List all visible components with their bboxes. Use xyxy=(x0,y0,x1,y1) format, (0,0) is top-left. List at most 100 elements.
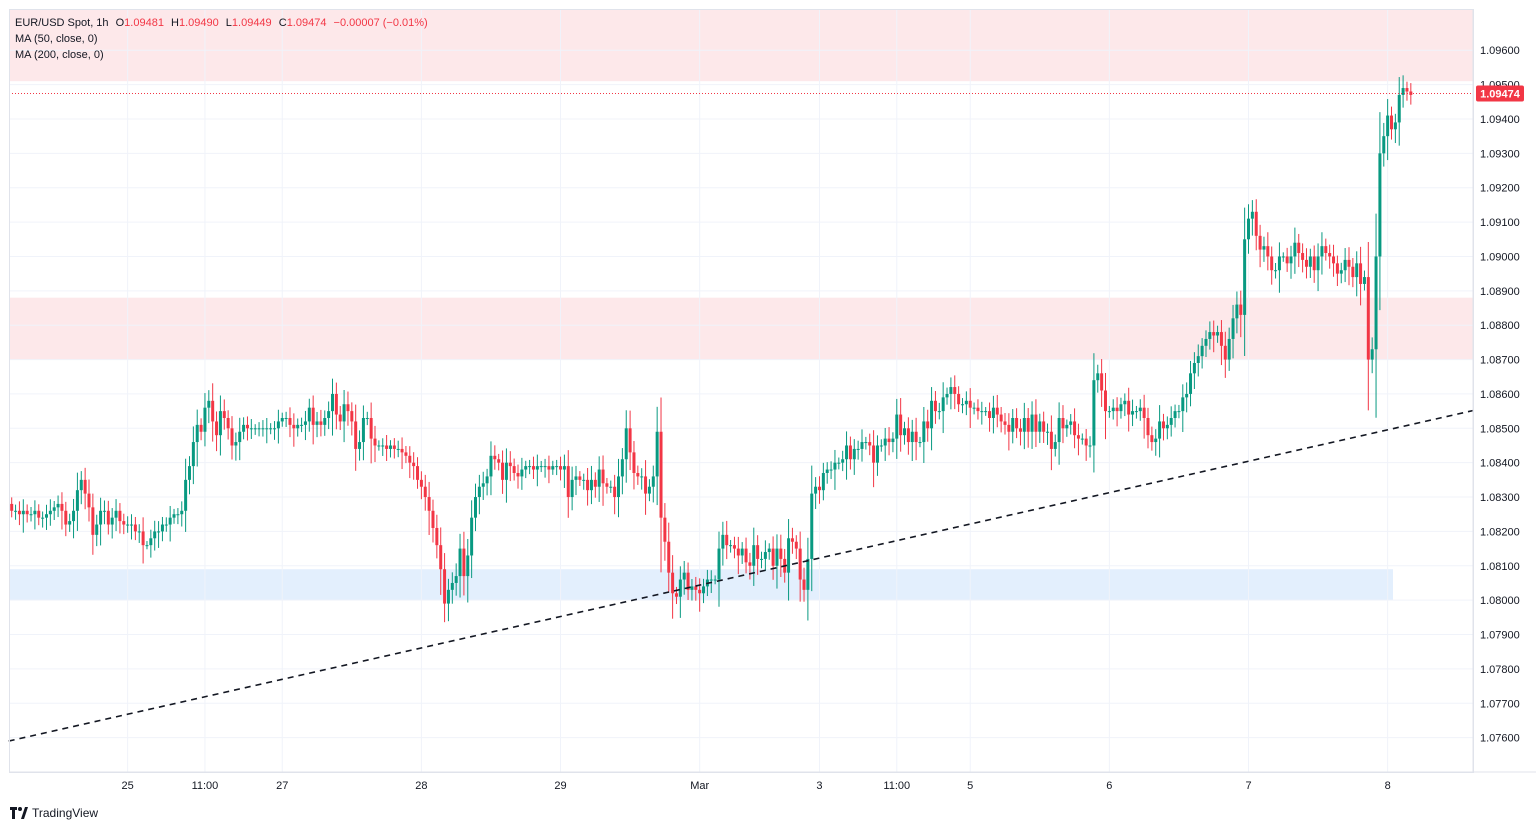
candle-body xyxy=(767,548,771,553)
candle-body xyxy=(1069,421,1073,425)
candle-body xyxy=(292,424,296,429)
candle-body xyxy=(315,421,319,425)
candle-body xyxy=(501,462,505,480)
candle-body xyxy=(1270,256,1274,271)
candle-body xyxy=(821,472,825,491)
candle-body xyxy=(79,479,83,491)
candle-body xyxy=(33,510,37,515)
candle-body xyxy=(760,558,764,560)
candle-body xyxy=(118,510,122,522)
candle-body xyxy=(988,411,992,418)
candle-body xyxy=(1100,373,1104,391)
candle-body xyxy=(1332,256,1336,264)
candle-body xyxy=(976,407,980,412)
candle-body xyxy=(330,393,334,412)
candle-body xyxy=(1084,438,1088,446)
candle-body xyxy=(1165,424,1169,429)
x-tick-label: 11:00 xyxy=(883,780,910,792)
candle-body xyxy=(520,469,524,477)
candle-body xyxy=(122,521,126,525)
candle-body xyxy=(41,517,45,519)
candle-body xyxy=(941,397,945,412)
candle-body xyxy=(485,476,489,484)
y-tick-label: 1.09000 xyxy=(1480,251,1520,263)
candle-body xyxy=(199,424,203,432)
candle-body xyxy=(1200,345,1204,357)
candle-body xyxy=(879,445,883,447)
candle-body xyxy=(141,531,145,546)
x-tick-label: 28 xyxy=(415,780,427,792)
candle-body xyxy=(926,421,930,429)
candle-body xyxy=(787,538,791,573)
candle-body xyxy=(841,459,845,463)
candle-body xyxy=(868,442,872,446)
candle-body xyxy=(949,387,953,394)
candle-body xyxy=(354,421,358,449)
candle-body xyxy=(412,462,416,467)
candle-body xyxy=(493,455,497,460)
candle-body xyxy=(504,462,508,480)
candle-body xyxy=(910,431,914,443)
candle-body xyxy=(1343,259,1347,271)
candle-body xyxy=(937,411,941,413)
candle-body xyxy=(1308,256,1312,267)
legend-ohlc-row: EUR/USD Spot, 1h O1.09481 H1.09490 L1.09… xyxy=(15,15,428,31)
legend-symbol[interactable]: EUR/USD Spot, 1h xyxy=(15,17,109,29)
candle-body xyxy=(1204,338,1208,346)
candle-body xyxy=(276,421,280,429)
x-tick-label: 11:00 xyxy=(192,780,219,792)
candle-body xyxy=(736,548,740,556)
candle-body xyxy=(106,510,110,525)
candle-body xyxy=(257,428,261,430)
zone-red-1 xyxy=(9,297,1473,360)
candle-body xyxy=(964,400,968,405)
candle-body xyxy=(48,510,52,515)
brand-watermark[interactable]: TradingView xyxy=(10,806,98,820)
candle-body xyxy=(740,548,744,556)
candle-body xyxy=(640,476,644,478)
candle-body xyxy=(671,572,675,594)
candle-body xyxy=(1239,304,1243,315)
candle-body xyxy=(856,448,860,450)
candle-body xyxy=(269,428,273,430)
candle-body xyxy=(358,442,362,449)
candle-body xyxy=(44,514,48,518)
legend-ma50[interactable]: MA (50, close, 0) xyxy=(15,33,98,45)
legend-ma200[interactable]: MA (200, close, 0) xyxy=(15,49,104,61)
candle-body xyxy=(1049,431,1053,449)
candle-body xyxy=(327,411,331,418)
candle-body xyxy=(887,438,891,443)
candle-body xyxy=(160,524,164,532)
candle-body xyxy=(323,417,327,425)
candle-body xyxy=(423,486,427,498)
candle-body xyxy=(253,428,257,430)
candle-body xyxy=(307,407,311,422)
x-tick-label: Mar xyxy=(690,780,709,792)
candle-body xyxy=(265,428,269,430)
candle-body xyxy=(848,445,852,460)
candle-body xyxy=(149,538,153,546)
candle-body xyxy=(918,442,922,444)
candle-body xyxy=(25,510,29,515)
y-tick-label: 1.08400 xyxy=(1480,458,1520,470)
y-tick-label: 1.08300 xyxy=(1480,492,1520,504)
candle-body xyxy=(1119,404,1123,412)
candle-body xyxy=(1007,424,1011,432)
candle-body xyxy=(528,466,532,468)
candle-body xyxy=(68,521,72,525)
candle-body xyxy=(126,524,130,526)
y-tick-label: 1.08900 xyxy=(1480,286,1520,298)
candle-body xyxy=(601,469,605,484)
candle-body xyxy=(674,593,678,597)
candle-body xyxy=(72,510,76,522)
legend-close: 1.09474 xyxy=(286,17,327,29)
candle-body xyxy=(215,421,219,436)
candle-body xyxy=(1405,88,1409,92)
y-tick-label: 1.08700 xyxy=(1480,355,1520,367)
candle-body xyxy=(1123,400,1127,405)
candle-body xyxy=(222,411,226,418)
candle-body xyxy=(559,466,563,470)
candle-body xyxy=(551,466,555,470)
